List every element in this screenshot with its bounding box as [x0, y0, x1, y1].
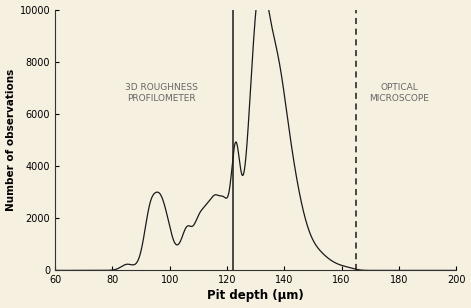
Text: 3D ROUGHNESS
PROFILOMETER: 3D ROUGHNESS PROFILOMETER [125, 83, 198, 103]
X-axis label: Pit depth (μm): Pit depth (μm) [207, 290, 304, 302]
Text: OPTICAL
MICROSCOPE: OPTICAL MICROSCOPE [369, 83, 429, 103]
Y-axis label: Number of observations: Number of observations [6, 69, 16, 211]
